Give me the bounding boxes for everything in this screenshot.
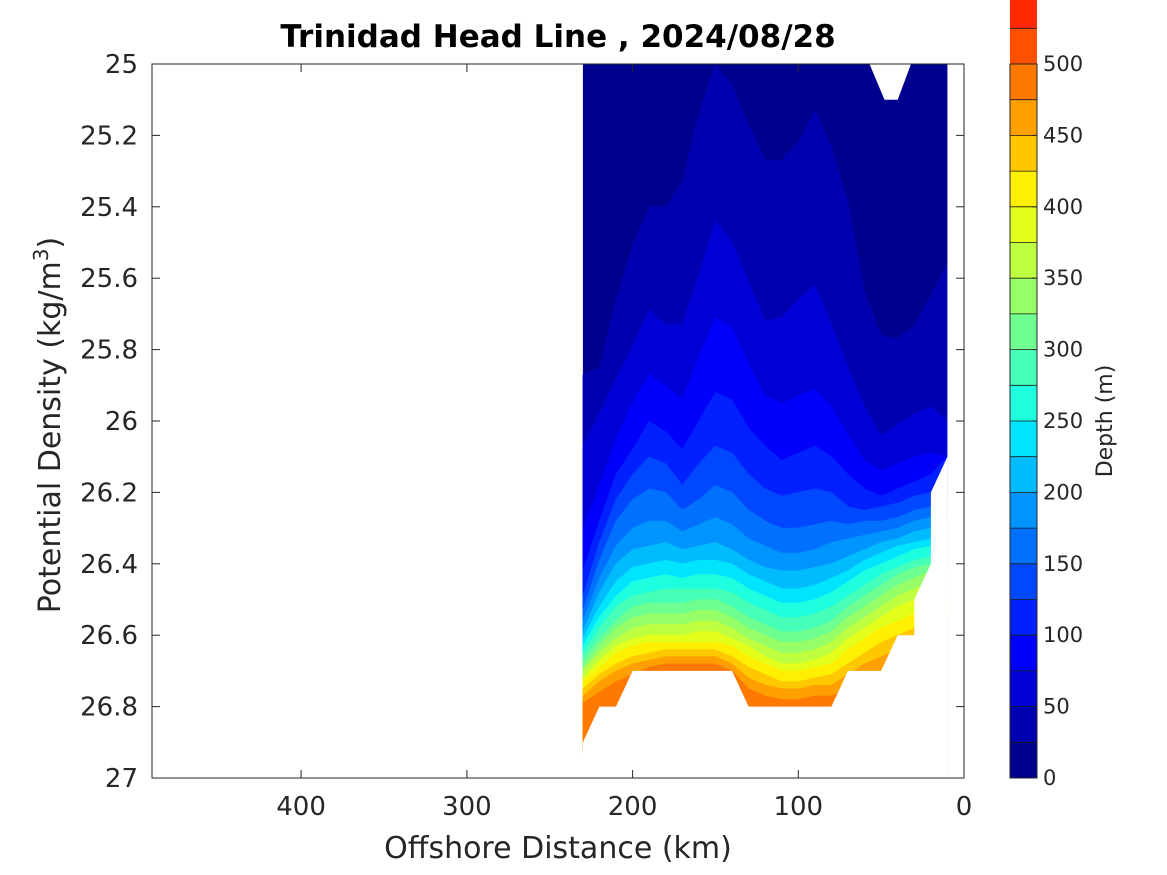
colorbar-swatch: [1010, 492, 1037, 529]
y-tick-label: 25.8: [80, 336, 138, 366]
colorbar-swatch: [1010, 99, 1037, 136]
y-axis-label-prefix: Potential Density (kg/m: [33, 261, 68, 613]
y-tick-label: 25.6: [80, 264, 138, 294]
colorbar-swatch: [1010, 742, 1037, 779]
colorbar-swatch: [1010, 528, 1037, 565]
x-axis-label: Offshore Distance (km): [384, 831, 732, 866]
data-domain-mask: [581, 64, 964, 778]
colorbar-swatch: [1010, 206, 1037, 243]
colorbar-tick-label: 400: [1043, 195, 1083, 219]
x-tick-label: 0: [956, 792, 973, 822]
colorbar-swatch: [1010, 599, 1037, 636]
y-axis-label-superscript: 3: [29, 248, 53, 261]
colorbar-swatch: [1010, 563, 1037, 600]
y-tick-label: 26.4: [80, 550, 138, 580]
colorbar-tick-label: 350: [1043, 266, 1083, 290]
colorbar-tick-label: 250: [1043, 409, 1083, 433]
colorbar-tick-label: 150: [1043, 552, 1083, 576]
y-tick-label: 26.8: [80, 693, 138, 723]
y-tick-label: 25: [105, 50, 138, 80]
colorbar-swatch: [1010, 670, 1037, 708]
colorbar-tick-label: 100: [1043, 623, 1083, 647]
colorbar-tick-label: 450: [1043, 123, 1083, 147]
colorbar-swatch: [1010, 456, 1037, 493]
missing-data-mask-bottom: [581, 456, 948, 778]
colorbar-swatch: [1010, 313, 1037, 351]
colorbar-swatch: [1010, 0, 1037, 29]
colorbar-swatch: [1010, 635, 1037, 672]
y-axis-label: Potential Density (kg/m3): [29, 237, 68, 613]
y-tick-label: 25.4: [80, 193, 138, 223]
y-tick-label: 25.2: [80, 121, 138, 151]
colorbar-tick-label: 300: [1043, 338, 1083, 362]
colorbar-swatch: [1010, 64, 1037, 101]
colorbar-swatch: [1010, 135, 1037, 172]
y-tick-label: 26: [105, 407, 138, 437]
colorbar-tick-label: 0: [1043, 766, 1056, 790]
colorbar: [1010, 0, 1037, 779]
colorbar-swatch: [1010, 171, 1037, 208]
colorbar-swatch: [1010, 421, 1037, 458]
y-axis-label-suffix: ): [33, 237, 68, 249]
colorbar-swatch: [1010, 242, 1037, 279]
x-tick-label: 300: [442, 792, 492, 822]
colorbar-ticks: 0 50 100 150 200 250 300 350 400 450 500: [1032, 52, 1083, 790]
missing-data-mask-surface: [869, 64, 911, 100]
colorbar-swatch: [1010, 28, 1037, 65]
colorbar-label: Depth (m): [1093, 365, 1118, 478]
chart-title: Trinidad Head Line , 2024/08/28: [280, 19, 835, 55]
colorbar-swatch: [1010, 278, 1037, 315]
colorbar-swatch: [1010, 706, 1037, 743]
y-tick-label: 26.2: [80, 478, 138, 508]
colorbar-tick-label: 200: [1043, 480, 1083, 504]
missing-data-mask-right: [947, 64, 964, 778]
y-axis: 25 25.2 25.4 25.6 25.8 26 26.2 26.4 26.6 26.8 27: [80, 50, 964, 794]
colorbar-tick-label: 500: [1043, 52, 1083, 76]
y-tick-label: 26.6: [80, 621, 138, 651]
y-tick-label: 27: [105, 764, 138, 794]
colorbar-swatch: [1010, 349, 1037, 386]
x-axis: 400 300 200 100 0: [276, 64, 972, 822]
x-tick-label: 400: [276, 792, 326, 822]
x-tick-label: 200: [608, 792, 658, 822]
colorbar-swatch: [1010, 385, 1037, 422]
x-tick-label: 100: [773, 792, 823, 822]
colorbar-tick-label: 50: [1043, 695, 1070, 719]
